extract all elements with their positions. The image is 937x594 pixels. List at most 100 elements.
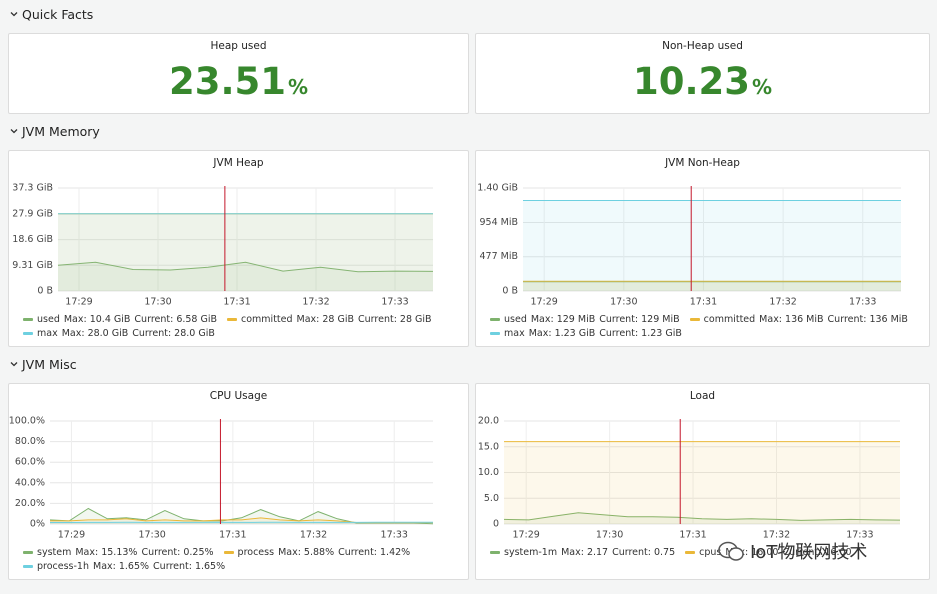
x-tick-label: 17:33: [381, 297, 408, 308]
legend-item: max Max: 28.0 GiB Current: 28.0 GiB: [23, 328, 215, 339]
legend-max: Max: 28.0 GiB: [61, 328, 129, 339]
x-tick-label: 17:29: [512, 530, 539, 541]
legend-name: cpus: [699, 547, 722, 558]
legend-item: system-1m Max: 2.17 Current: 0.75: [490, 547, 675, 558]
y-tick-label: 954 MiB: [479, 217, 518, 228]
legend-swatch: [23, 332, 33, 335]
legend-item: used Max: 10.4 GiB Current: 6.58 GiB: [23, 314, 217, 325]
section-title: JVM Memory: [22, 123, 100, 139]
legend-current: Current: 0.75: [612, 547, 676, 558]
section-title: JVM Misc: [22, 356, 77, 372]
series-area: [523, 281, 901, 291]
y-tick-label: 60.0%: [15, 457, 45, 468]
legend-item: process-1h Max: 1.65% Current: 1.65%: [23, 561, 225, 572]
legend-swatch: [689, 318, 700, 321]
section-header: JVM Misc: [10, 355, 77, 373]
legend-max: Max: 1.65%: [93, 561, 150, 572]
legend-name: used: [37, 314, 60, 325]
legend-current: Current: 1.23 GiB: [599, 328, 682, 339]
series-area: [523, 281, 901, 291]
legend-swatch: [490, 332, 500, 335]
legend-name: used: [504, 314, 527, 325]
legend-swatch: [23, 551, 33, 554]
y-tick-label: 5.0: [484, 493, 499, 504]
x-tick-label: 17:33: [849, 297, 876, 308]
panel-title: Load: [689, 390, 716, 402]
panel: JVM Non-Heap 0 B 477 MiB 954 MiB 1.40 GiB 17:…: [475, 150, 930, 347]
series-area: [58, 213, 433, 291]
watermark-icon: [718, 541, 744, 561]
x-tick-label: 17:30: [610, 297, 637, 308]
legend-max: Max: 2.17: [561, 547, 609, 558]
watermark-text: IoT物联网技术: [750, 542, 868, 563]
y-tick-label: 0%: [30, 519, 45, 530]
value: 10.23: [632, 60, 750, 103]
y-tick-label: 20.0: [478, 416, 499, 427]
stat-value: 10.23%: [476, 60, 929, 103]
y-tick-label: 27.9 GiB: [12, 208, 53, 219]
panel-title: Non-Heap used: [662, 40, 743, 52]
x-tick-label: 17:31: [223, 297, 250, 308]
chevron: [10, 129, 18, 134]
legend-item: process Max: 5.88% Current: 1.42%: [223, 547, 411, 558]
legend: used Max: 10.4 GiB Current: 6.58 GiB commit…: [23, 314, 460, 339]
x-tick-label: 17:32: [302, 297, 329, 308]
y-tick-label: 37.3 GiB: [12, 183, 53, 194]
y-tick-label: 9.31 GiB: [12, 260, 53, 271]
legend-name: process: [237, 547, 275, 558]
x-tick-label: 17:32: [300, 530, 327, 541]
legend-max: Max: 16.00: [725, 547, 779, 558]
unit: %: [288, 75, 309, 99]
legend-max: Max: 136 MiB: [759, 314, 824, 325]
panel-title: JVM Heap: [213, 157, 264, 169]
x-tick-label: 17:32: [763, 530, 790, 541]
series-area: [504, 512, 900, 524]
legend-swatch: [223, 551, 234, 554]
value: 23.51: [168, 60, 286, 103]
legend: used Max: 129 MiB Current: 129 MiB committe…: [490, 314, 921, 339]
panel: CPU Usage 0% 20.0% 40.0% 60.0% 80.0% 100.0% 17:…: [8, 383, 469, 580]
legend: system Max: 15.13% Current: 0.25% process Ma…: [23, 547, 460, 572]
x-tick-label: 17:30: [596, 530, 623, 541]
y-tick-label: 15.0: [478, 441, 499, 452]
legend-name: system: [37, 547, 72, 558]
stat-value: 23.51%: [9, 60, 468, 103]
legend-max: Max: 28 GiB: [296, 314, 355, 325]
legend-swatch: [490, 318, 500, 321]
legend-current: Current: 0.25%: [141, 547, 214, 558]
x-tick-label: 17:29: [58, 530, 85, 541]
legend-current: Current: 1.42%: [338, 547, 411, 558]
section-header: JVM Memory: [10, 122, 100, 140]
legend-name: max: [504, 328, 525, 339]
watermark: IoT物联网技术: [718, 538, 867, 564]
legend-name: committed: [241, 314, 293, 325]
legend-swatch: [490, 551, 500, 554]
y-tick-label: 0 B: [502, 286, 518, 297]
y-tick-label: 0 B: [37, 286, 53, 297]
legend-current: Current: 28.0 GiB: [132, 328, 215, 339]
legend-max: Max: 5.88%: [278, 547, 335, 558]
panel-title: Heap used: [210, 40, 267, 52]
series-area: [58, 262, 433, 291]
x-tick-label: 17:30: [138, 530, 165, 541]
legend-name: max: [37, 328, 58, 339]
chart: 0 B 9.31 GiB 18.6 GiB 27.9 GiB 37.3 GiB 17:29…: [12, 183, 434, 308]
y-tick-label: 10.0: [478, 467, 499, 478]
legend-name: committed: [703, 314, 756, 325]
chevron: [10, 12, 18, 17]
panel: Heap used 23.51%: [8, 33, 469, 114]
legend-current: Current: 28 GiB: [358, 314, 432, 325]
series-line: [57, 261, 434, 273]
y-tick-label: 40.0%: [15, 477, 45, 488]
panel: Load 0 5.0 10.0 15.0 20.0 17:29 17:30 17:31 17:32…: [475, 383, 930, 580]
legend: system-1m Max: 2.17 Current: 0.75 cpus Max: …: [490, 547, 921, 558]
legend-current: Current: 16.00: [782, 547, 852, 558]
x-tick-label: 17:30: [144, 297, 171, 308]
legend-name: process-1h: [37, 561, 89, 572]
legend-name: system-1m: [504, 547, 558, 558]
legend-current: Current: 129 MiB: [599, 314, 680, 325]
legend-current: Current: 1.65%: [153, 561, 226, 572]
y-tick-label: 1.40 GiB: [477, 183, 518, 194]
x-tick-label: 17:29: [65, 297, 92, 308]
legend-max: Max: 1.23 GiB: [528, 328, 596, 339]
